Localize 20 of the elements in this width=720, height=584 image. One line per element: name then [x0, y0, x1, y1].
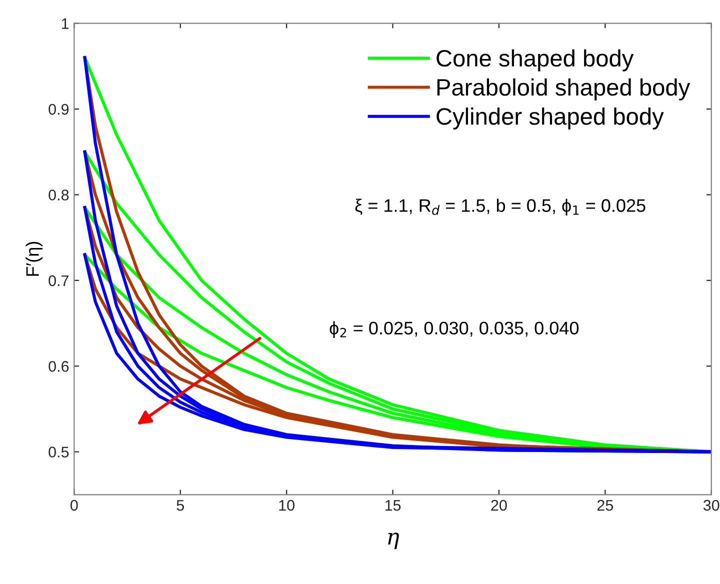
x-tick-label: 20: [491, 500, 507, 511]
x-tick-label: 30: [703, 500, 720, 511]
annotation: ξ = 1.1, R$_{d}$ = 1.5, b = 0.5, ϕ$_{1}$ = 0.025: [355, 198, 646, 216]
x-tick-label: 10: [279, 500, 294, 511]
y-tick-label: 0.5: [48, 446, 69, 458]
x-axis-title: η: [388, 532, 399, 550]
legend-label: Paraboloid shaped body: [437, 78, 690, 100]
y-tick-label: 0.9: [48, 104, 69, 115]
x-tick-label: 0: [70, 500, 78, 511]
annotation: ϕ$_{2}$ = 0.025, 0.030, 0.035, 0.040: [330, 321, 579, 338]
legend-label: Cylinder shaped body: [436, 108, 664, 130]
y-tick-label: 0.6: [48, 360, 69, 372]
y-tick-label: 1: [62, 18, 69, 29]
x-tick-label: 15: [385, 500, 401, 511]
x-tick-label: 5: [176, 500, 184, 511]
legend-label: Cone shaped body: [436, 49, 634, 72]
x-tick-label: 25: [597, 500, 614, 511]
y-axis-title: F′(η): [26, 242, 42, 276]
y-tick-label: 0.8: [48, 190, 69, 200]
y-tick-label: 0.7: [48, 275, 69, 286]
